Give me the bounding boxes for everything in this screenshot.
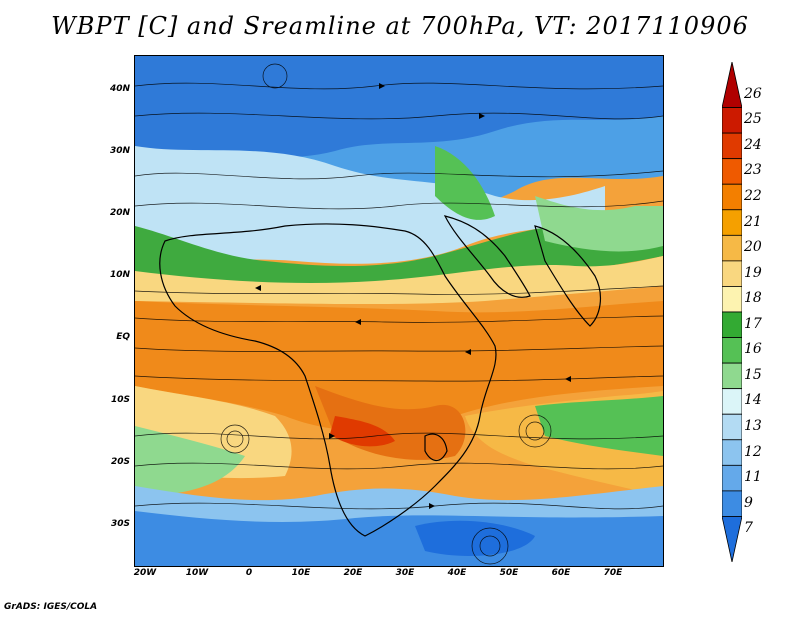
- lat-label: 40N: [109, 84, 130, 94]
- lat-label: 10S: [110, 395, 130, 405]
- colorbar-label: 17: [744, 315, 762, 332]
- lon-label: 0: [245, 568, 253, 578]
- colorbar-cell: [722, 132, 742, 160]
- colorbar-label: 22: [744, 188, 762, 204]
- colorbar-cell: [722, 107, 742, 134]
- lon-label: 30E: [395, 568, 415, 578]
- colorbar-cell: [722, 260, 742, 287]
- colorbar-cell: [722, 234, 742, 262]
- lat-label: 20N: [109, 208, 130, 218]
- lat-label: 20S: [110, 457, 130, 467]
- colorbar-label: 23: [744, 162, 762, 179]
- lon-label: 10W: [185, 568, 209, 578]
- colorbar-label: 12: [744, 443, 762, 460]
- wbpt-field: [135, 56, 663, 566]
- colorbar-label: 24: [744, 136, 762, 153]
- colorbar-cell: [722, 439, 742, 466]
- colorbar-cell: [722, 413, 742, 441]
- colorbar-label: 21: [744, 213, 762, 230]
- lat-label: 10N: [109, 270, 130, 280]
- lon-label: 60E: [551, 568, 571, 578]
- colorbar-label: 14: [744, 392, 762, 409]
- colorbar-label: 7: [744, 520, 753, 537]
- colorbar-label: 13: [744, 418, 762, 434]
- colorbar-cell: [722, 362, 742, 390]
- lat-label: 30N: [109, 146, 130, 156]
- colorbar-label: 18: [744, 290, 762, 307]
- map-plot: [134, 55, 664, 567]
- colorbar-label: 20: [744, 239, 762, 256]
- colorbar-cell: [722, 158, 742, 185]
- colorbar-label: 15: [744, 366, 762, 383]
- colorbar-cell: [722, 62, 742, 108]
- lon-label: 20W: [133, 568, 157, 578]
- colorbar-label: 16: [744, 341, 762, 358]
- colorbar-label: 25: [744, 111, 762, 128]
- colorbar-cell: [722, 490, 742, 517]
- colorbar-label: 11: [744, 469, 762, 486]
- colorbar-cell: [722, 388, 742, 415]
- map-title: WBPT [C] and Sreamline at 700hPa, VT: 20…: [51, 12, 749, 40]
- colorbar: [722, 62, 742, 562]
- lon-label: 70E: [603, 568, 623, 578]
- lon-label: 50E: [499, 568, 519, 578]
- lon-label: 20E: [343, 568, 363, 578]
- lon-label: 10E: [291, 568, 311, 578]
- lon-label: 40E: [447, 568, 467, 578]
- colorbar-label: 19: [744, 264, 762, 281]
- colorbar-cell: [722, 464, 742, 492]
- lat-label: EQ: [116, 332, 130, 342]
- colorbar-cell: [722, 311, 742, 338]
- colorbar-cell: [722, 286, 742, 313]
- colorbar-label: 9: [744, 494, 753, 511]
- colorbar-cell: [722, 516, 742, 562]
- credit-text: GrADS: IGES/COLA: [4, 602, 98, 612]
- lat-label: 30S: [110, 519, 130, 529]
- colorbar-cell: [722, 337, 742, 364]
- colorbar-cell: [722, 183, 742, 211]
- colorbar-cell: [722, 209, 742, 236]
- colorbar-label: 26: [744, 85, 762, 102]
